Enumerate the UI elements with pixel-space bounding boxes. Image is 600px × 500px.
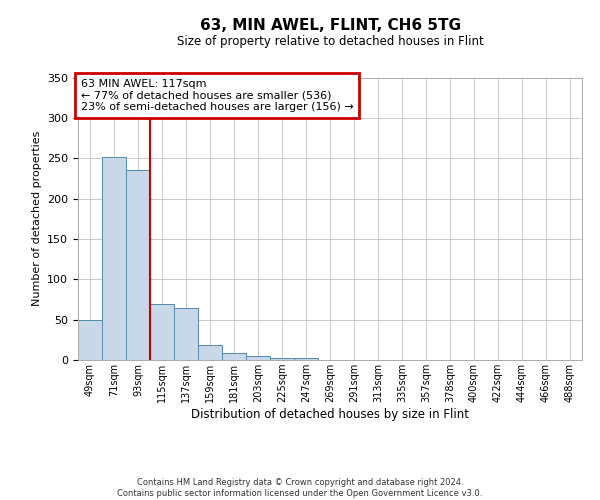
Bar — [78, 320, 102, 360]
X-axis label: Distribution of detached houses by size in Flint: Distribution of detached houses by size … — [191, 408, 469, 421]
Bar — [222, 352, 246, 360]
Y-axis label: Number of detached properties: Number of detached properties — [32, 131, 41, 306]
Text: 63, MIN AWEL, FLINT, CH6 5TG: 63, MIN AWEL, FLINT, CH6 5TG — [199, 18, 461, 32]
Bar — [270, 358, 294, 360]
Text: Size of property relative to detached houses in Flint: Size of property relative to detached ho… — [176, 35, 484, 48]
Bar — [294, 358, 318, 360]
Bar — [102, 156, 126, 360]
Bar — [246, 356, 270, 360]
Bar — [150, 304, 174, 360]
Bar — [198, 346, 222, 360]
Text: Contains HM Land Registry data © Crown copyright and database right 2024.
Contai: Contains HM Land Registry data © Crown c… — [118, 478, 482, 498]
Bar — [174, 308, 198, 360]
Text: 63 MIN AWEL: 117sqm
← 77% of detached houses are smaller (536)
23% of semi-detac: 63 MIN AWEL: 117sqm ← 77% of detached ho… — [80, 79, 353, 112]
Bar — [126, 170, 150, 360]
